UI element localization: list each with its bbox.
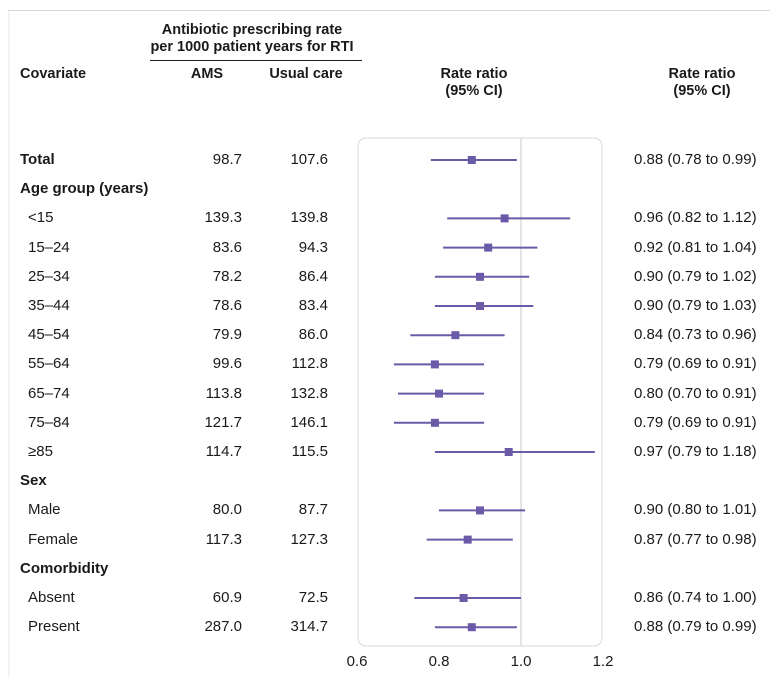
ams-rate-value: 114.7 — [205, 443, 242, 460]
rate-ratio-ci-text: 0.80 (0.70 to 0.91) — [634, 384, 757, 402]
point-estimate-marker — [430, 360, 439, 369]
usual-care-rate-value: 107.6 — [290, 151, 328, 168]
covariate-label: Total — [20, 151, 55, 168]
covariate-label: 15–24 — [28, 238, 70, 256]
point-estimate-marker — [476, 506, 484, 515]
point-estimate-marker — [467, 623, 476, 632]
point-estimate-marker — [435, 389, 443, 398]
usual-care-rate-value: 314.7 — [290, 618, 328, 636]
usual-care-rate-value: 139.8 — [290, 209, 328, 227]
point-estimate-marker — [476, 272, 484, 281]
covariate-label: Present — [28, 618, 80, 636]
rate-ratio-ci-text: 0.87 (0.77 to 0.98) — [634, 530, 757, 548]
rate-ratio-ci-text: 0.97 (0.79 to 1.18) — [634, 443, 757, 460]
x-tick-label: 0.8 — [429, 653, 450, 670]
covariate-label: <15 — [28, 209, 54, 227]
ams-rate-value: 60.9 — [212, 589, 242, 606]
left-margin-shade — [8, 11, 10, 677]
rate-ratio-ci-text: 0.90 (0.79 to 1.02) — [634, 267, 757, 285]
point-estimate-marker — [504, 448, 513, 456]
point-estimate-marker — [500, 214, 509, 223]
covariate-label: 75–84 — [28, 413, 70, 431]
ams-rate-value: 99.6 — [212, 355, 242, 373]
ams-rate-value: 121.7 — [204, 413, 242, 431]
point-estimate-marker — [459, 594, 468, 602]
rate-ratio-ci-text: 0.84 (0.73 to 0.96) — [634, 326, 757, 344]
covariate-label: ≥85 — [28, 443, 53, 460]
rate-ratio-ci-text: 0.90 (0.79 to 1.03) — [634, 297, 757, 314]
usual-care-rate-value: 127.3 — [290, 530, 328, 548]
ams-rate-value: 83.6 — [212, 238, 242, 256]
covariate-label: 25–34 — [28, 267, 70, 285]
x-tick-label: 0.6 — [347, 653, 368, 670]
covariate-column-header: Covariate — [20, 66, 87, 82]
rate-ratio-ci-text: 0.79 (0.69 to 0.91) — [634, 413, 757, 431]
rate-ratio-ci-text: 0.96 (0.82 to 1.12) — [634, 209, 757, 227]
rate-ratio-plot-header-line-1: Rate ratio — [440, 66, 508, 82]
x-tick-label: 1.2 — [593, 653, 614, 670]
covariate-label: Absent — [28, 589, 75, 606]
rate-group-header-line-2: per 1000 patient years for RTI — [150, 39, 354, 55]
usual-care-rate-value: 146.1 — [290, 413, 328, 431]
section-label: Comorbidity — [20, 559, 109, 577]
point-estimate-marker — [476, 302, 484, 310]
rate-ratio-ci-header-line-2: (95% CI) — [673, 83, 731, 99]
covariate-label: 65–74 — [28, 384, 70, 402]
usual-care-rate-value: 72.5 — [298, 589, 328, 606]
rate-group-header-line-1: Antibiotic prescribing rate — [161, 22, 343, 38]
covariate-label: 35–44 — [28, 297, 70, 314]
x-tick-label: 1.0 — [511, 653, 532, 670]
ams-rate-value: 113.8 — [205, 384, 242, 402]
usual-care-rate-value: 112.8 — [291, 355, 328, 373]
usual-care-rate-value: 87.7 — [298, 501, 328, 519]
point-estimate-marker — [430, 418, 439, 427]
plot-panel — [357, 137, 603, 647]
ams-rate-value: 79.9 — [212, 326, 242, 344]
section-label: Sex — [20, 472, 47, 490]
ams-rate-value: 287.0 — [204, 618, 242, 636]
ams-column-header: AMS — [190, 66, 224, 82]
rate-ratio-ci-header: Rate ratio (95% CI) — [642, 66, 762, 100]
ams-rate-value: 117.3 — [205, 530, 242, 548]
point-estimate-marker — [451, 331, 460, 340]
rate-ratio-ci-text: 0.92 (0.81 to 1.04) — [634, 238, 757, 256]
rate-ratio-ci-text: 0.88 (0.79 to 0.99) — [634, 618, 757, 636]
covariate-label: 45–54 — [28, 326, 70, 344]
rate-ratio-ci-header-line-1: Rate ratio — [668, 66, 736, 82]
usual-care-column-header: Usual care — [269, 66, 343, 82]
rate-ratio-ci-text: 0.90 (0.80 to 1.01) — [634, 501, 757, 519]
usual-care-rate-value: 132.8 — [290, 384, 328, 402]
point-estimate-marker — [467, 156, 476, 164]
usual-care-rate-value: 86.0 — [298, 326, 328, 344]
rate-ratio-ci-text: 0.79 (0.69 to 0.91) — [634, 355, 757, 373]
point-estimate-marker — [484, 243, 493, 252]
covariate-label: Male — [28, 501, 61, 519]
usual-care-rate-value: 94.3 — [298, 238, 328, 256]
covariate-label: 55–64 — [28, 355, 70, 373]
ams-rate-value: 78.6 — [212, 297, 242, 314]
point-estimate-marker — [463, 535, 472, 544]
ams-rate-value: 80.0 — [212, 501, 242, 519]
covariate-label: Female — [28, 530, 79, 548]
rate-ratio-plot-header-line-2: (95% CI) — [445, 83, 503, 99]
ams-rate-value: 98.7 — [212, 151, 242, 168]
usual-care-rate-value: 83.4 — [298, 297, 328, 314]
usual-care-rate-value: 115.5 — [291, 443, 328, 460]
section-label: Age group (years) — [20, 180, 149, 198]
rate-group-header: Antibiotic prescribing rate per 1000 pat… — [142, 22, 362, 56]
rate-ratio-ci-text: 0.88 (0.78 to 0.99) — [634, 151, 757, 168]
rate-group-underline — [150, 60, 362, 61]
ams-rate-value: 139.3 — [204, 209, 242, 227]
rate-ratio-ci-text: 0.86 (0.74 to 1.00) — [634, 589, 757, 606]
rate-ratio-plot-header: Rate ratio (95% CI) — [414, 66, 534, 100]
ams-rate-value: 78.2 — [212, 267, 242, 285]
top-divider — [8, 10, 770, 11]
usual-care-rate-value: 86.4 — [298, 267, 328, 285]
